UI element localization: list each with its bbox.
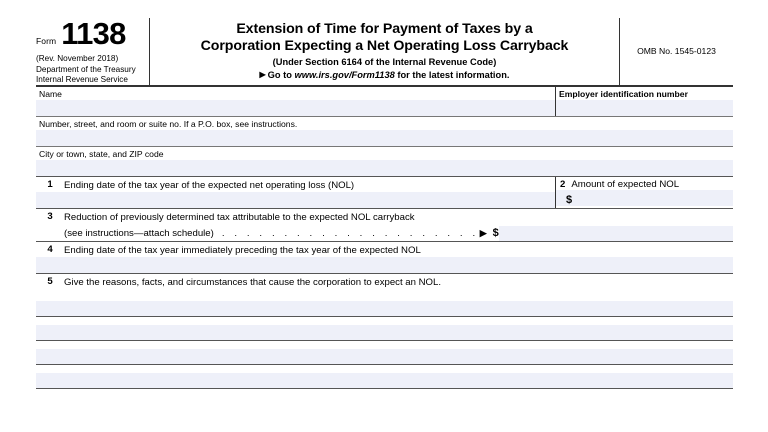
form-header: Form 1138 (Rev. November 2018) Departmen… — [36, 18, 733, 87]
line-3-label-line-2: (see instructions—attach schedule) — [64, 227, 214, 239]
line-1-header: 1 Ending date of the tax year of the exp… — [36, 177, 555, 193]
department-line-2: Internal Revenue Service — [36, 74, 128, 84]
line-3-header: 3 Reduction of previously determined tax… — [36, 209, 733, 225]
line-3-row: 3 Reduction of previously determined tax… — [36, 209, 733, 242]
city-input[interactable] — [36, 159, 733, 176]
street-label: Number, street, and room or suite no. If… — [39, 118, 298, 129]
line-2-currency-symbol: $ — [566, 193, 573, 206]
name-input[interactable] — [36, 99, 555, 116]
line-4-label: Ending date of the tax year immediately … — [64, 244, 421, 256]
line-3-label-line-1: Reduction of previously determined tax a… — [64, 212, 415, 223]
goto-prefix: Go to — [267, 70, 292, 80]
omb-number: OMB No. 1545-0123 — [637, 46, 716, 57]
department-line-1: Department of the Treasury — [36, 64, 136, 74]
line-1-input[interactable] — [36, 192, 555, 208]
form-title-block: Extension of Time for Payment of Taxes b… — [149, 18, 620, 85]
form-number: 1138 — [61, 16, 126, 51]
line-2-header: 2 Amount of expected NOL — [556, 177, 733, 190]
line-1-label: Ending date of the tax year of the expec… — [64, 179, 355, 191]
right-triangle-icon: ▶ — [259, 70, 266, 79]
line-4-header: 4 Ending date of the tax year immediatel… — [36, 242, 733, 258]
line-4-row: 4 Ending date of the tax year immediatel… — [36, 242, 733, 274]
line-1-number: 1 — [47, 178, 53, 190]
line-3-arrow-icon: ▶ — [479, 227, 487, 238]
line-5-number: 5 — [47, 276, 53, 287]
line-5-blank-2[interactable] — [36, 324, 733, 341]
line-2-label: Amount of expected NOL — [571, 178, 680, 190]
line-5-blank-1[interactable] — [36, 300, 733, 317]
line-4-number: 4 — [47, 243, 53, 255]
line-3-input[interactable] — [498, 225, 733, 241]
line-5-blank-3[interactable] — [36, 348, 733, 365]
form-title-line-2: Corporation Expecting a Net Operating Lo… — [200, 37, 569, 54]
form-identity-block: Form 1138 (Rev. November 2018) Departmen… — [36, 18, 149, 85]
street-input[interactable] — [36, 129, 733, 146]
form-number-row: Form 1138 — [36, 18, 147, 52]
line-4-input[interactable] — [36, 257, 733, 273]
name-label: Name — [39, 88, 62, 99]
goto-url-link[interactable]: www.irs.gov/Form1138 — [294, 70, 395, 80]
line-2-number: 2 — [560, 178, 566, 190]
form-subtitle: (Under Section 6164 of the Internal Reve… — [272, 57, 497, 67]
line-3-entry-row: (see instructions—attach schedule) . . .… — [36, 225, 733, 241]
form-goto-line: ▶ Go to www.irs.gov/Form1138 for the late… — [156, 70, 613, 80]
form-word-label: Form — [36, 36, 57, 46]
ein-input[interactable] — [556, 99, 733, 116]
name-cell: Name — [36, 86, 556, 116]
city-row: City or town, state, and ZIP code — [36, 147, 733, 177]
city-label: City or town, state, and ZIP code — [39, 148, 164, 159]
form-title-line-1: Extension of Time for Payment of Taxes b… — [236, 21, 533, 37]
line-5-label: Give the reasons, facts, and circumstanc… — [64, 277, 442, 288]
name-ein-row: Name Employer identification number — [36, 86, 733, 117]
line-3-number: 3 — [47, 211, 53, 222]
goto-suffix: for the latest information. — [397, 70, 510, 80]
line-3-dot-leader: . . . . . . . . . . . . . . . . . . . . … — [221, 227, 479, 239]
line-2-input[interactable]: $ — [556, 189, 733, 206]
line-2-cell: 2 Amount of expected NOL $ — [556, 177, 733, 209]
line-5-header: 5 Give the reasons, facts, and circumsta… — [36, 274, 733, 290]
line-5-writing-area — [36, 290, 733, 389]
line-1-cell: 1 Ending date of the tax year of the exp… — [36, 176, 556, 208]
form-revision-date: (Rev. November 2018) — [36, 54, 119, 63]
line-5-blank-4[interactable] — [36, 372, 733, 389]
ein-label: Employer identification number — [559, 88, 688, 99]
form-1138: Form 1138 (Rev. November 2018) Departmen… — [36, 18, 733, 389]
line-3-currency-symbol: $ — [492, 226, 499, 239]
ein-cell: Employer identification number — [556, 87, 733, 116]
omb-block: OMB No. 1545-0123 — [620, 18, 733, 85]
street-row: Number, street, and room or suite no. If… — [36, 117, 733, 147]
line-1-2-row: 1 Ending date of the tax year of the exp… — [36, 176, 733, 209]
line-5-row: 5 Give the reasons, facts, and circumsta… — [36, 274, 733, 389]
line-3-number-spacer — [36, 225, 64, 227]
